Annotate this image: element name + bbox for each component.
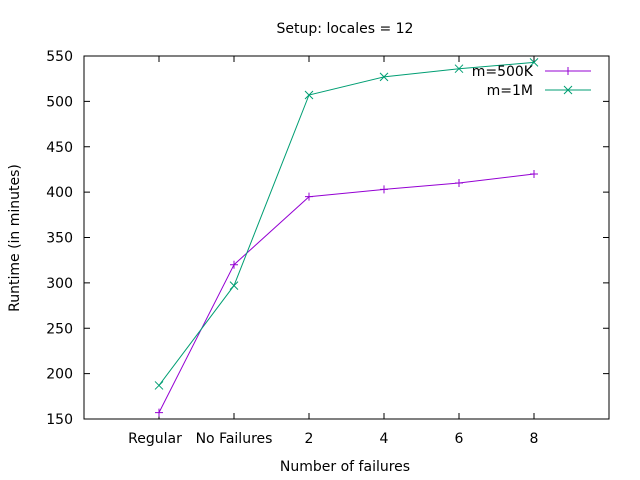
data-point [530, 169, 538, 178]
x-tick-label: 2 [305, 431, 314, 447]
legend-label: m=500K [472, 64, 534, 80]
x-axis-label: Number of failures [280, 459, 410, 475]
chart-title: Setup: locales = 12 [277, 21, 414, 37]
y-axis-label: Runtime (in minutes) [7, 164, 23, 312]
y-tick-label: 450 [46, 140, 73, 156]
data-point [305, 192, 313, 201]
data-point [230, 260, 238, 269]
y-tick-label: 400 [46, 185, 73, 201]
y-tick-label: 500 [46, 94, 73, 110]
plot-frame [83, 55, 610, 420]
y-tick-label: 150 [46, 412, 73, 428]
series-2 [154, 57, 539, 390]
legend: m=500K m=1M [472, 64, 591, 99]
data-point [155, 408, 163, 417]
series-group [154, 57, 539, 417]
y-axis: 150 200 250 300 350 400 450 500 550 [46, 49, 609, 428]
series-1 [155, 169, 538, 417]
y-tick-label: 350 [46, 231, 73, 247]
legend-marker [563, 85, 573, 95]
data-point [529, 57, 539, 67]
data-point [154, 381, 164, 390]
x-tick-label: No Failures [196, 431, 273, 447]
series-line [158, 61, 535, 386]
data-point [379, 72, 389, 82]
x-tick-label: 8 [530, 431, 539, 447]
legend-label: m=1M [487, 83, 533, 99]
x-axis: Regular No Failures 2 4 6 8 [128, 56, 538, 447]
x-tick-label: 6 [455, 431, 464, 447]
y-tick-label: 300 [46, 276, 73, 292]
series-line [158, 173, 535, 413]
y-tick-label: 200 [46, 367, 73, 383]
data-point [455, 179, 463, 188]
data-point [304, 90, 314, 100]
data-point [229, 281, 239, 290]
data-point [454, 64, 464, 74]
y-tick-label: 550 [46, 49, 73, 65]
x-tick-label: 4 [380, 431, 389, 447]
legend-marker [564, 67, 572, 75]
data-point [380, 185, 388, 194]
x-tick-label: Regular [128, 431, 182, 447]
y-tick-label: 250 [46, 321, 73, 337]
